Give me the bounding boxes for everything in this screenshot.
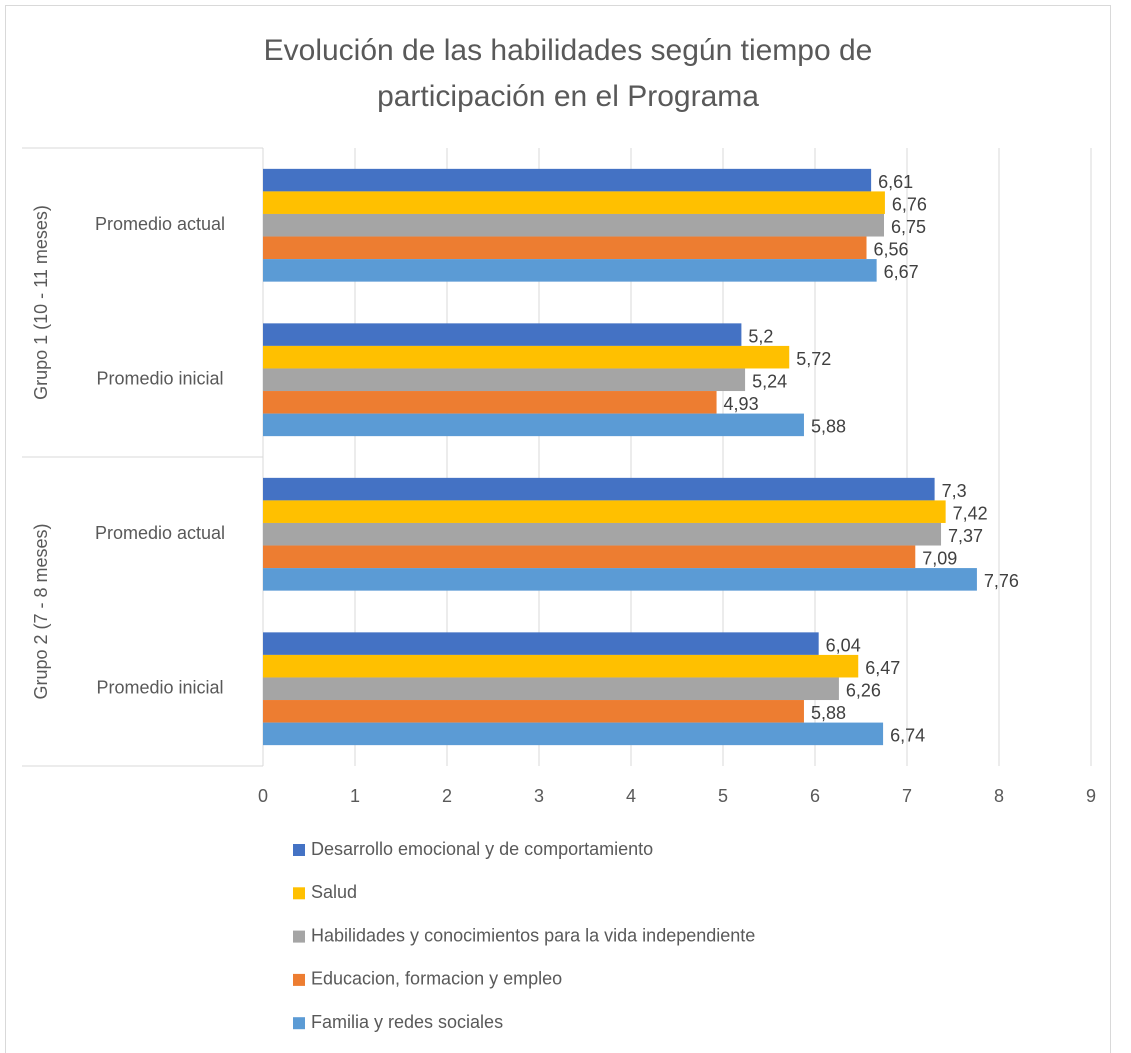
group-label: Grupo 2 (7 - 8 meses) (31, 523, 51, 699)
data-label: 6,67 (884, 262, 919, 282)
bar (263, 700, 804, 723)
x-tick-label: 0 (258, 786, 268, 806)
bar (263, 213, 884, 237)
x-tick-label: 4 (626, 786, 636, 806)
x-tick-label: 3 (534, 786, 544, 806)
legend-label: Desarrollo emocional y de comportamiento (311, 839, 653, 859)
bar (263, 477, 935, 501)
data-label: 6,47 (865, 658, 900, 678)
group-label: Grupo 1 (10 - 11 meses) (31, 205, 51, 400)
data-label: 7,42 (953, 503, 988, 523)
legend-swatch (293, 973, 305, 986)
x-tick-label: 2 (442, 786, 452, 806)
bar (263, 191, 885, 214)
data-label: 6,26 (846, 681, 881, 701)
chart-title: Evolución de las habilidades según tiemp… (264, 34, 873, 67)
bar (263, 500, 946, 523)
bar (263, 323, 742, 346)
data-label: 7,37 (948, 526, 983, 546)
bar (263, 632, 819, 655)
x-tick-label: 7 (902, 786, 912, 806)
bar (263, 236, 867, 260)
data-label: 6,76 (892, 194, 927, 214)
bar (263, 368, 746, 392)
y-tick-label: Promedio actual (95, 523, 225, 543)
x-tick-label: 9 (1086, 786, 1096, 806)
legend-label: Habilidades y conocimientos para la vida… (311, 925, 755, 945)
data-label: 4,93 (724, 394, 759, 414)
data-label: 6,75 (891, 217, 926, 237)
data-label: 5,24 (752, 372, 787, 392)
bar (263, 522, 942, 546)
x-tick-label: 6 (810, 786, 820, 806)
bar (263, 677, 839, 701)
legend-label: Educacion, formacion y empleo (311, 969, 562, 989)
data-label: 6,04 (826, 635, 861, 655)
y-tick-label: Promedio inicial (96, 369, 223, 389)
bar (263, 259, 877, 282)
data-label: 6,74 (890, 726, 925, 746)
legend-swatch (293, 1017, 305, 1030)
bar (263, 168, 872, 192)
data-label: 6,56 (874, 240, 909, 260)
bar (263, 545, 916, 569)
data-label: 7,76 (984, 571, 1019, 591)
data-label: 5,2 (748, 326, 773, 346)
bar (263, 345, 790, 369)
x-tick-label: 8 (994, 786, 1004, 806)
bar (263, 568, 977, 591)
legend-label: Salud (311, 882, 357, 902)
bar (263, 722, 884, 746)
legend-swatch (293, 930, 305, 943)
x-tick-label: 5 (718, 786, 728, 806)
legend-swatch (293, 887, 305, 900)
y-tick-label: Promedio inicial (96, 678, 223, 698)
chart-title: participación en el Programa (377, 80, 759, 113)
y-tick-label: Promedio actual (95, 214, 225, 234)
bar (263, 391, 717, 414)
data-label: 5,88 (811, 417, 846, 437)
data-label: 5,88 (811, 703, 846, 723)
bar (263, 654, 859, 678)
data-label: 7,3 (942, 481, 967, 501)
data-label: 5,72 (796, 349, 831, 369)
legend-swatch (293, 844, 305, 856)
legend-label: Familia y redes sociales (311, 1012, 503, 1032)
bar (263, 413, 804, 437)
x-tick-label: 1 (350, 786, 360, 806)
data-label: 6,61 (878, 172, 913, 192)
data-label: 7,09 (922, 549, 957, 569)
